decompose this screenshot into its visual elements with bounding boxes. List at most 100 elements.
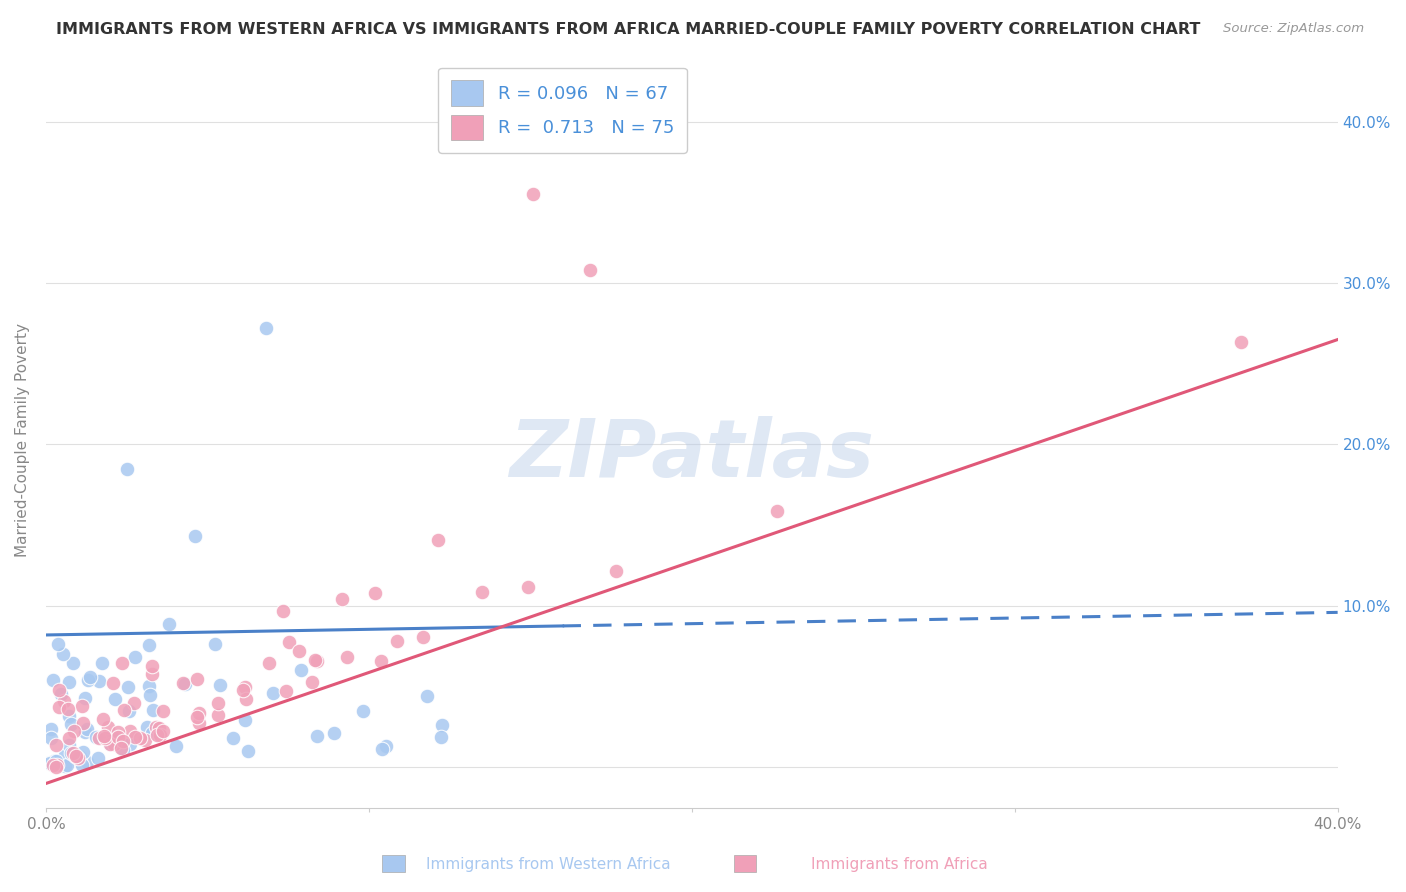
Point [330,591,353,606]
Point [288,643,311,657]
Point [141,667,163,681]
Point [42,757,65,772]
Point [104,692,127,706]
Point [76,722,98,736]
Point [766,504,789,518]
Point [172,676,194,690]
Point [73,725,96,739]
Point [148,721,170,735]
Point [58,731,80,745]
Point [188,706,211,721]
Point [262,685,284,699]
Point [165,739,187,753]
Point [412,630,434,644]
Point [45,760,67,774]
Point [107,730,129,744]
Point [79,670,101,684]
Point [134,732,156,747]
Point [38,756,60,771]
Point [184,529,207,543]
Point [579,263,602,277]
Point [110,741,132,756]
Point [48,699,70,714]
Point [416,689,439,703]
Point [62,657,84,671]
Point [111,656,134,670]
Point [429,730,451,744]
Point [98,737,121,751]
Point [73,690,96,705]
Point [1229,334,1251,349]
Point [370,654,392,668]
Point [371,742,394,756]
Point [186,710,208,724]
Point [89,731,111,746]
Point [124,649,146,664]
Point [471,585,494,599]
Point [100,730,122,744]
Point [53,747,76,762]
Point [271,605,294,619]
Point [187,716,209,731]
Point [257,656,280,670]
Point [301,674,323,689]
Point [112,743,135,757]
Point [278,635,301,649]
Point [145,728,167,742]
Point [118,737,141,751]
Point [87,673,110,688]
Point [335,650,357,665]
Point [72,746,94,760]
Point [517,580,540,594]
Point [76,755,98,769]
Point [91,712,114,726]
Point [375,739,398,754]
Point [222,731,245,746]
Text: Source: ZipAtlas.com: Source: ZipAtlas.com [1223,22,1364,36]
Point [52,647,75,661]
Point [139,688,162,702]
Point [101,676,124,690]
Point [136,720,159,734]
Point [274,684,297,698]
Point [58,739,80,753]
Point [46,758,69,772]
Point [72,715,94,730]
Point [304,653,326,667]
Point [118,704,141,718]
Point [138,638,160,652]
Point [39,756,62,770]
Point [152,723,174,738]
Point [97,720,120,734]
Point [77,673,100,687]
Point [70,758,93,772]
Point [385,634,408,648]
Point [120,723,142,738]
Point [236,744,259,758]
Point [307,654,329,668]
Point [107,725,129,739]
Point [48,682,70,697]
Point [111,734,134,748]
Point [42,673,65,687]
Point [208,678,231,692]
Point [207,708,229,723]
Point [84,730,107,744]
Point [93,729,115,743]
Point [98,737,121,751]
Point [59,746,82,760]
Point [56,758,79,772]
Point [323,726,346,740]
Point [58,675,80,690]
Point [138,679,160,693]
Point [235,691,257,706]
Point [290,663,312,677]
Point [157,617,180,632]
Y-axis label: Married-Couple Family Poverty: Married-Couple Family Poverty [15,324,30,558]
Point [124,731,146,745]
Point [141,658,163,673]
Point [522,187,544,202]
Point [63,749,86,764]
Point [42,754,65,768]
Point [605,565,627,579]
